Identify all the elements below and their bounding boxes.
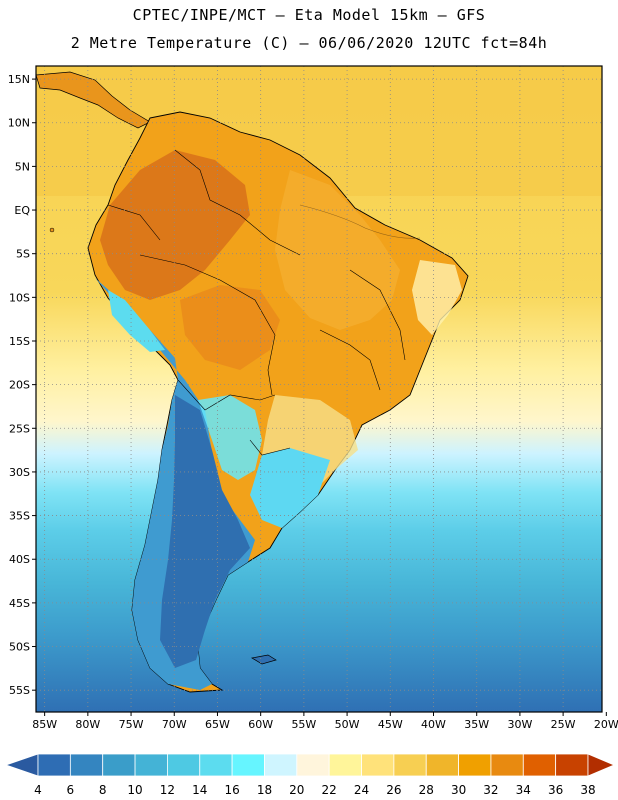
- colorbar-label: 8: [99, 783, 107, 797]
- colorbar-bin: [328, 753, 362, 777]
- lon-label: 65W: [205, 718, 230, 730]
- lon-label: 55W: [291, 718, 316, 730]
- colorbar-bin: [458, 753, 492, 777]
- colorbar-label: 28: [419, 783, 434, 797]
- colorbar-label: 38: [580, 783, 595, 797]
- colorbar-bin: [199, 753, 233, 777]
- colorbar-bin: [37, 753, 71, 777]
- colorbar-bin: [264, 753, 298, 777]
- lat-label: 5N: [15, 160, 30, 173]
- brazil-plateau-warm: [275, 170, 400, 330]
- lon-label: 50W: [335, 718, 360, 730]
- lon-label: 30W: [507, 718, 532, 730]
- colorbar-bin: [296, 753, 330, 777]
- chaco-cool-region: [198, 395, 262, 480]
- colorbar-min-arrow: [4, 753, 39, 777]
- lat-label: 35S: [9, 510, 30, 523]
- title-line-1: CPTEC/INPE/MCT – Eta Model 15km – GFS: [132, 6, 486, 24]
- lat-label: 45S: [9, 597, 30, 610]
- colorbar-label: 6: [67, 783, 75, 797]
- patagonia-cold: [160, 395, 250, 668]
- colorbar-label: 30: [451, 783, 466, 797]
- country-borders: [107, 149, 406, 456]
- title-line-2: 2 Metre Temperature (C) – 06/06/2020 12U…: [70, 34, 548, 52]
- colorbar-bin: [425, 753, 459, 777]
- colorbar-bin: [69, 753, 104, 777]
- colorbar-bin: [167, 753, 201, 777]
- colorbar-label: 16: [224, 783, 239, 797]
- colorbar-label: 22: [322, 783, 337, 797]
- colorbar-label: 4: [34, 783, 42, 797]
- longitude-axis: 85W 80W 75W 70W 65W 60W 55W 50W 45W 40W 35W 30W 25W 2…: [32, 712, 618, 730]
- colorbar-bin: [361, 753, 395, 777]
- colorbar-label: 34: [516, 783, 531, 797]
- temperature-map: 15N 10N 5N EQ 5S 10S 15S 20S 25S 30S 35S 40S 45S 50S 5…: [8, 65, 618, 730]
- colorbar-label: 36: [548, 783, 563, 797]
- colorbar-bin: [102, 753, 136, 777]
- falkland-islands: [251, 654, 277, 665]
- colorbar-label: 14: [192, 783, 207, 797]
- central-america-land: [36, 71, 151, 129]
- colorbar-max-arrow: [587, 753, 616, 777]
- lon-label: 25W: [551, 718, 576, 730]
- lon-label: 45W: [378, 718, 403, 730]
- lon-label: 75W: [119, 718, 144, 730]
- lat-label: EQ: [14, 204, 30, 217]
- lat-label: 15S: [9, 335, 30, 348]
- lon-label: 40W: [421, 718, 446, 730]
- colorbar-label: 24: [354, 783, 369, 797]
- lat-label: 30S: [9, 466, 30, 479]
- colorbar-label: 32: [483, 783, 498, 797]
- color-scale-bar: 4 6 8 10 12 14 16 18 20 22 24 26 28 30 32 34 36 38: [4, 753, 616, 797]
- lat-label: 50S: [9, 641, 30, 654]
- lat-label: 15N: [8, 73, 30, 86]
- lat-label: 25S: [9, 422, 30, 435]
- latitude-axis: 15N 10N 5N EQ 5S 10S 15S 20S 25S 30S 35S 40S 45S 50S 5…: [8, 73, 36, 697]
- lat-label: 5S: [16, 248, 30, 261]
- lat-label: 55S: [9, 684, 30, 697]
- lon-label: 35W: [464, 718, 489, 730]
- colorbar-bin: [522, 753, 557, 777]
- map-frame: [35, 65, 603, 713]
- lon-label: 70W: [162, 718, 187, 730]
- colorbar-label: 12: [160, 783, 175, 797]
- colorbar-bin: [490, 753, 524, 777]
- amazon-hot-region: [100, 150, 250, 300]
- central-warm-region: [180, 285, 280, 370]
- colorbar-bin: [231, 753, 265, 777]
- colorbar-label: 26: [386, 783, 401, 797]
- colorbar-bin: [134, 753, 168, 777]
- lon-label: 20W: [594, 718, 618, 730]
- colorbar-bin: [555, 753, 589, 777]
- lat-label: 40S: [9, 553, 30, 566]
- peru-coast-cool: [108, 290, 165, 352]
- lat-label: 10N: [8, 117, 30, 130]
- lon-label: 80W: [75, 718, 100, 730]
- colorbar-label: 18: [257, 783, 272, 797]
- colorbar-label: 20: [289, 783, 304, 797]
- colorbar-label: 10: [127, 783, 142, 797]
- galapagos-islands: [49, 227, 55, 233]
- lat-label: 20S: [9, 379, 30, 392]
- lat-label: 10S: [9, 291, 30, 304]
- uruguay-cool-region: [250, 448, 330, 528]
- amazon-river: [299, 204, 421, 239]
- colorbar-bin: [393, 753, 427, 777]
- lon-label: 60W: [248, 718, 273, 730]
- lon-label: 85W: [32, 718, 57, 730]
